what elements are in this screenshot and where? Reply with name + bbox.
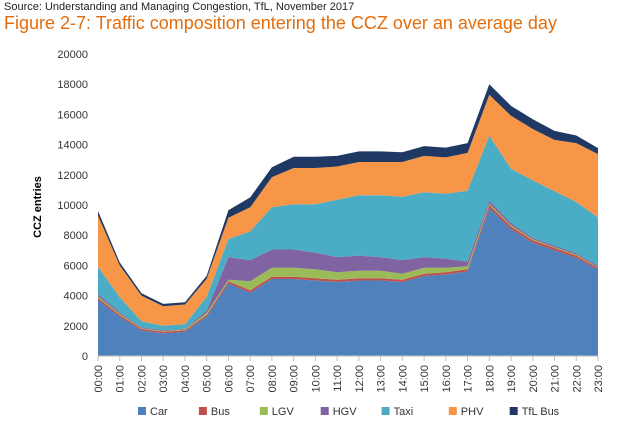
y-tick-label: 6000 <box>64 260 88 272</box>
legend: Car Bus LGV HGV Taxi PHV TfL Bus <box>138 406 560 418</box>
x-tick-label: 18:00 <box>484 365 496 393</box>
legend-label: TfL Bus <box>522 406 560 418</box>
x-axis: 00:00 01:00 02:00 03:00 04:00 05:00 06:00 07:00… <box>93 355 605 393</box>
y-tick-label: 12000 <box>57 170 88 182</box>
legend-swatch <box>259 407 268 415</box>
area-series-taxi <box>98 135 598 331</box>
y-tick-label: 18000 <box>57 79 88 91</box>
legend-swatch <box>138 407 146 415</box>
legend-swatch <box>198 407 207 415</box>
y-tick-label: 20000 <box>57 49 88 61</box>
legend-label: Car <box>150 406 168 418</box>
x-tick-label: 20:00 <box>528 365 540 393</box>
area-series-hgv <box>98 200 598 332</box>
y-tick-label: 16000 <box>57 109 88 121</box>
y-axis-label: CCZ entries <box>32 176 44 238</box>
x-tick-label: 04:00 <box>180 365 192 393</box>
legend-label: LGV <box>272 406 295 418</box>
x-tick-label: 23:00 <box>593 365 605 393</box>
source-note: Source: Understanding and Managing Conge… <box>4 1 355 13</box>
x-tick-label: 15:00 <box>419 365 431 393</box>
legend-swatch <box>509 407 518 415</box>
x-tick-label: 11:00 <box>332 365 344 392</box>
x-tick-label: 14:00 <box>397 365 409 393</box>
x-tick-label: 10:00 <box>310 365 322 393</box>
x-tick-label: 22:00 <box>571 365 583 393</box>
legend-item-lgv: LGV <box>259 406 295 418</box>
x-tick-label: 12:00 <box>354 365 366 393</box>
legend-item-tfl-bus: TfL Bus <box>509 406 560 418</box>
x-tick-label: 13:00 <box>376 365 388 393</box>
x-tick-label: 08:00 <box>267 365 279 393</box>
x-tick-label: 02:00 <box>137 365 149 393</box>
y-tick-label: 8000 <box>64 230 88 242</box>
y-axis: 0 2000 4000 6000 8000 10000 12000 14000 16000 180… <box>57 49 88 363</box>
x-tick-label: 09:00 <box>289 365 301 393</box>
legend-item-phv: PHV <box>448 406 484 418</box>
legend-swatch <box>381 407 390 415</box>
area-series-group <box>98 84 598 356</box>
x-tick-label: 16:00 <box>441 365 453 393</box>
area-series-car <box>98 208 598 356</box>
y-tick-label: 0 <box>82 351 88 363</box>
x-tick-label: 19:00 <box>506 365 518 393</box>
legend-label: Taxi <box>394 406 414 418</box>
legend-item-bus: Bus <box>198 406 230 418</box>
y-tick-label: 10000 <box>57 200 88 212</box>
legend-swatch <box>448 407 457 415</box>
x-tick-label: 21:00 <box>550 365 562 393</box>
y-tick-label: 14000 <box>57 140 88 152</box>
x-tick-label: 00:00 <box>93 365 105 393</box>
x-tick-label: 01:00 <box>115 365 127 393</box>
y-tick-label: 4000 <box>64 291 88 303</box>
x-tick-label: 03:00 <box>158 365 170 393</box>
area-series-phv <box>98 94 598 326</box>
legend-item-hgv: HGV <box>320 406 358 418</box>
x-tick-label: 05:00 <box>202 365 214 393</box>
x-tick-label: 06:00 <box>223 365 235 393</box>
x-tick-label: 17:00 <box>463 365 475 393</box>
legend-swatch <box>320 407 329 415</box>
legend-label: PHV <box>461 406 484 418</box>
x-tick-label: 07:00 <box>245 365 257 393</box>
y-tick-label: 2000 <box>64 321 88 333</box>
legend-item-car: Car <box>138 406 168 418</box>
legend-item-taxi: Taxi <box>381 406 414 418</box>
chart-title: Figure 2-7: Traffic composition entering… <box>4 13 557 33</box>
legend-label: HGV <box>333 406 358 418</box>
legend-label: Bus <box>211 406 230 418</box>
